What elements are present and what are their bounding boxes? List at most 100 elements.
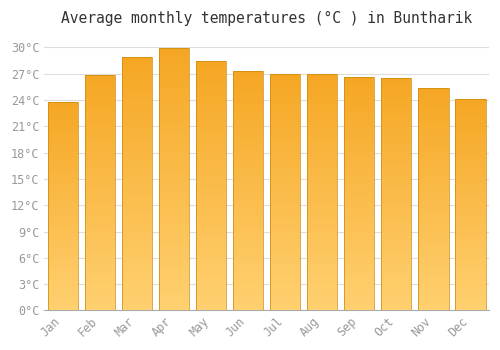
- Bar: [196, 154, 226, 156]
- Bar: [196, 263, 226, 266]
- Bar: [270, 128, 300, 131]
- Bar: [196, 171, 226, 174]
- Bar: [455, 253, 486, 256]
- Bar: [455, 101, 486, 103]
- Bar: [381, 220, 412, 222]
- Bar: [455, 268, 486, 270]
- Bar: [48, 102, 78, 310]
- Bar: [233, 253, 264, 255]
- Bar: [307, 285, 338, 287]
- Bar: [85, 126, 115, 129]
- Bar: [48, 246, 78, 248]
- Bar: [85, 204, 115, 206]
- Bar: [344, 177, 374, 180]
- Bar: [418, 97, 448, 99]
- Bar: [418, 166, 448, 168]
- Bar: [233, 172, 264, 174]
- Bar: [159, 153, 190, 156]
- Bar: [344, 175, 374, 177]
- Bar: [418, 94, 448, 97]
- Bar: [307, 173, 338, 175]
- Bar: [418, 159, 448, 161]
- Bar: [270, 152, 300, 154]
- Bar: [307, 209, 338, 211]
- Bar: [48, 229, 78, 231]
- Bar: [270, 85, 300, 88]
- Bar: [418, 119, 448, 121]
- Bar: [381, 306, 412, 308]
- Bar: [270, 76, 300, 78]
- Bar: [307, 100, 338, 102]
- Bar: [418, 128, 448, 130]
- Bar: [270, 299, 300, 301]
- Bar: [307, 154, 338, 156]
- Bar: [233, 71, 264, 74]
- Bar: [344, 222, 374, 224]
- Bar: [122, 196, 152, 199]
- Bar: [344, 208, 374, 210]
- Bar: [48, 112, 78, 114]
- Bar: [122, 275, 152, 278]
- Bar: [344, 184, 374, 187]
- Bar: [344, 212, 374, 215]
- Bar: [233, 267, 264, 270]
- Bar: [344, 170, 374, 173]
- Bar: [381, 164, 412, 166]
- Bar: [122, 156, 152, 159]
- Bar: [196, 121, 226, 124]
- Bar: [85, 237, 115, 240]
- Bar: [159, 250, 190, 253]
- Bar: [122, 181, 152, 184]
- Bar: [48, 173, 78, 175]
- Bar: [233, 239, 264, 241]
- Bar: [344, 173, 374, 175]
- Bar: [381, 289, 412, 292]
- Bar: [418, 290, 448, 293]
- Bar: [48, 160, 78, 162]
- Bar: [196, 61, 226, 310]
- Bar: [196, 124, 226, 126]
- Bar: [270, 202, 300, 204]
- Bar: [381, 173, 412, 176]
- Bar: [85, 249, 115, 251]
- Bar: [455, 266, 486, 268]
- Bar: [85, 82, 115, 84]
- Bar: [85, 233, 115, 235]
- Bar: [122, 128, 152, 131]
- Bar: [122, 214, 152, 217]
- Bar: [418, 275, 448, 277]
- Bar: [122, 252, 152, 255]
- Bar: [233, 198, 264, 200]
- Bar: [381, 250, 412, 252]
- Bar: [344, 194, 374, 196]
- Bar: [48, 287, 78, 289]
- Bar: [418, 90, 448, 92]
- Bar: [418, 106, 448, 108]
- Bar: [307, 126, 338, 128]
- Bar: [122, 57, 152, 310]
- Bar: [270, 265, 300, 268]
- Bar: [270, 275, 300, 277]
- Bar: [48, 106, 78, 108]
- Bar: [196, 208, 226, 211]
- Bar: [48, 308, 78, 310]
- Bar: [159, 234, 190, 237]
- Bar: [196, 308, 226, 310]
- Bar: [381, 213, 412, 215]
- Bar: [455, 150, 486, 152]
- Bar: [418, 190, 448, 192]
- Bar: [196, 268, 226, 271]
- Bar: [455, 239, 486, 241]
- Bar: [381, 146, 412, 148]
- Bar: [344, 114, 374, 117]
- Bar: [196, 216, 226, 218]
- Bar: [307, 159, 338, 161]
- Bar: [307, 261, 338, 263]
- Bar: [233, 174, 264, 176]
- Bar: [270, 175, 300, 178]
- Bar: [381, 108, 412, 111]
- Bar: [455, 241, 486, 243]
- Bar: [196, 295, 226, 298]
- Bar: [418, 139, 448, 141]
- Bar: [307, 234, 338, 237]
